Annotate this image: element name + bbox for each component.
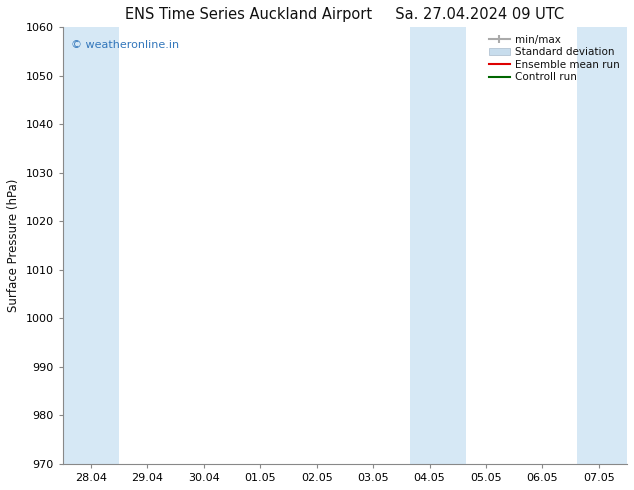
Bar (63, 27, 119, 464)
Bar (438, 27, 466, 464)
Text: © weatheronline.in: © weatheronline.in (71, 40, 179, 50)
Bar (604, 27, 627, 464)
Bar (410, 27, 438, 464)
Y-axis label: Surface Pressure (hPa): Surface Pressure (hPa) (7, 179, 20, 312)
Title: ENS Time Series Auckland Airport     Sa. 27.04.2024 09 UTC: ENS Time Series Auckland Airport Sa. 27.… (126, 7, 564, 22)
Bar (578, 27, 604, 464)
Legend: min/max, Standard deviation, Ensemble mean run, Controll run: min/max, Standard deviation, Ensemble me… (485, 30, 624, 87)
